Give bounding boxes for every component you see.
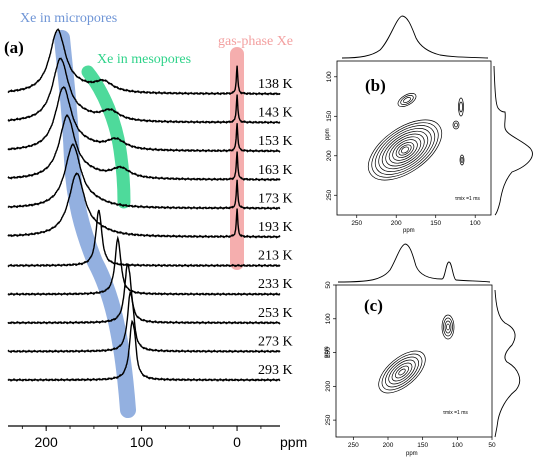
spectrum-trace	[7, 291, 281, 354]
panel-b-frame	[336, 60, 492, 216]
spectrum-trace	[7, 85, 281, 153]
y-tick-label: 150	[325, 347, 332, 358]
panel-b-top-projection	[341, 15, 489, 59]
mesopore-band	[81, 65, 131, 209]
mesopore-label: Xe in mesopores	[97, 52, 191, 67]
panel-a-x-label: ppm	[280, 434, 307, 450]
temperature-label: 163 K	[258, 163, 293, 178]
panel-c-x-label: ppm	[406, 451, 418, 457]
spectrum-trace	[7, 142, 281, 211]
panel-b-tau-label: τmix =1 ms	[455, 196, 480, 202]
temperature-label: 233 K	[258, 277, 293, 292]
spectrum-trace	[7, 235, 281, 297]
x-tick-label: 200	[391, 220, 402, 227]
temperature-label: 193 K	[258, 220, 293, 235]
y-tick-label: 200	[326, 150, 333, 161]
x-tick-label: 150	[417, 442, 428, 449]
spectra-traces	[7, 28, 281, 383]
panel-c-letter: (c)	[364, 296, 383, 315]
panel-b-contours	[368, 93, 465, 181]
temperature-label: 213 K	[258, 249, 293, 264]
x-tick-label: 50	[488, 442, 496, 449]
panel-c-frame	[335, 284, 493, 438]
temperature-labels: 138 K 143 K 153 K 163 K 173 K 193 K 213 K 233 K…	[258, 77, 293, 378]
spectrum-trace	[7, 172, 281, 239]
x-tick-label: 200	[34, 434, 58, 450]
panel-a-letter: (a)	[4, 38, 24, 57]
y-tick-label: 100	[326, 71, 333, 82]
panel-a-x-ticks: 200 100 0	[21, 426, 262, 450]
panel-b-letter: (b)	[365, 76, 386, 95]
panel-b-ticks: 250 200 150 100 100 150 200 250	[326, 71, 481, 227]
y-tick-label: 250	[326, 189, 333, 200]
spectrum-trace	[7, 57, 281, 125]
temperature-label: 173 K	[258, 191, 293, 206]
panel-c-2d-exsy: (c) τmix =1 ms 250 200 150 100 50 50 100 150 200…	[324, 243, 521, 457]
panel-c-y-label: ppm	[324, 346, 330, 358]
temperature-label: 153 K	[258, 134, 293, 149]
panel-c-right-projection	[494, 289, 521, 438]
y-tick-label: 150	[326, 110, 333, 121]
x-tick-label: 100	[452, 442, 463, 449]
panel-b-x-label: ppm	[403, 228, 415, 234]
panel-c-tau-label: τmix =1 ms	[443, 410, 468, 416]
panel-b-2d-exsy: (b) τmix =1 ms	[325, 15, 533, 234]
y-tick-label: 200	[325, 381, 332, 392]
temperature-label: 273 K	[258, 334, 293, 349]
spectrum-trace	[7, 114, 281, 182]
x-tick-label: 150	[430, 220, 441, 227]
temperature-label: 253 K	[258, 306, 293, 321]
y-tick-label: 250	[325, 414, 332, 425]
gas-phase-label: gas-phase Xe	[218, 34, 293, 49]
panel-a-stacked-spectra: 138 K 143 K 153 K 163 K 173 K 193 K 213 K 233 K…	[4, 11, 307, 450]
x-tick-label: 0	[233, 434, 241, 450]
panel-c-ticks: 250 200 150 100 50 50 100 150 200 250	[325, 281, 496, 449]
x-tick-label: 250	[348, 442, 359, 449]
y-tick-label: 50	[325, 281, 332, 289]
panel-c-contours	[378, 314, 455, 394]
micropore-label: Xe in micropores	[20, 11, 117, 26]
x-tick-label: 100	[130, 434, 154, 450]
x-tick-label: 200	[383, 442, 394, 449]
y-tick-label: 100	[325, 313, 332, 324]
spectrum-trace	[7, 209, 281, 268]
spectrum-trace	[7, 28, 281, 96]
spectrum-trace	[7, 319, 281, 383]
panel-b-right-projection	[493, 65, 533, 216]
x-tick-label: 100	[470, 220, 481, 227]
temperature-label: 138 K	[258, 77, 293, 92]
panel-b-y-label: ppm	[325, 128, 331, 140]
temperature-label: 143 K	[258, 106, 293, 121]
x-tick-label: 250	[351, 220, 362, 227]
temperature-label: 293 K	[258, 363, 293, 378]
spectrum-trace	[7, 263, 281, 325]
panel-c-top-projection	[337, 243, 491, 283]
